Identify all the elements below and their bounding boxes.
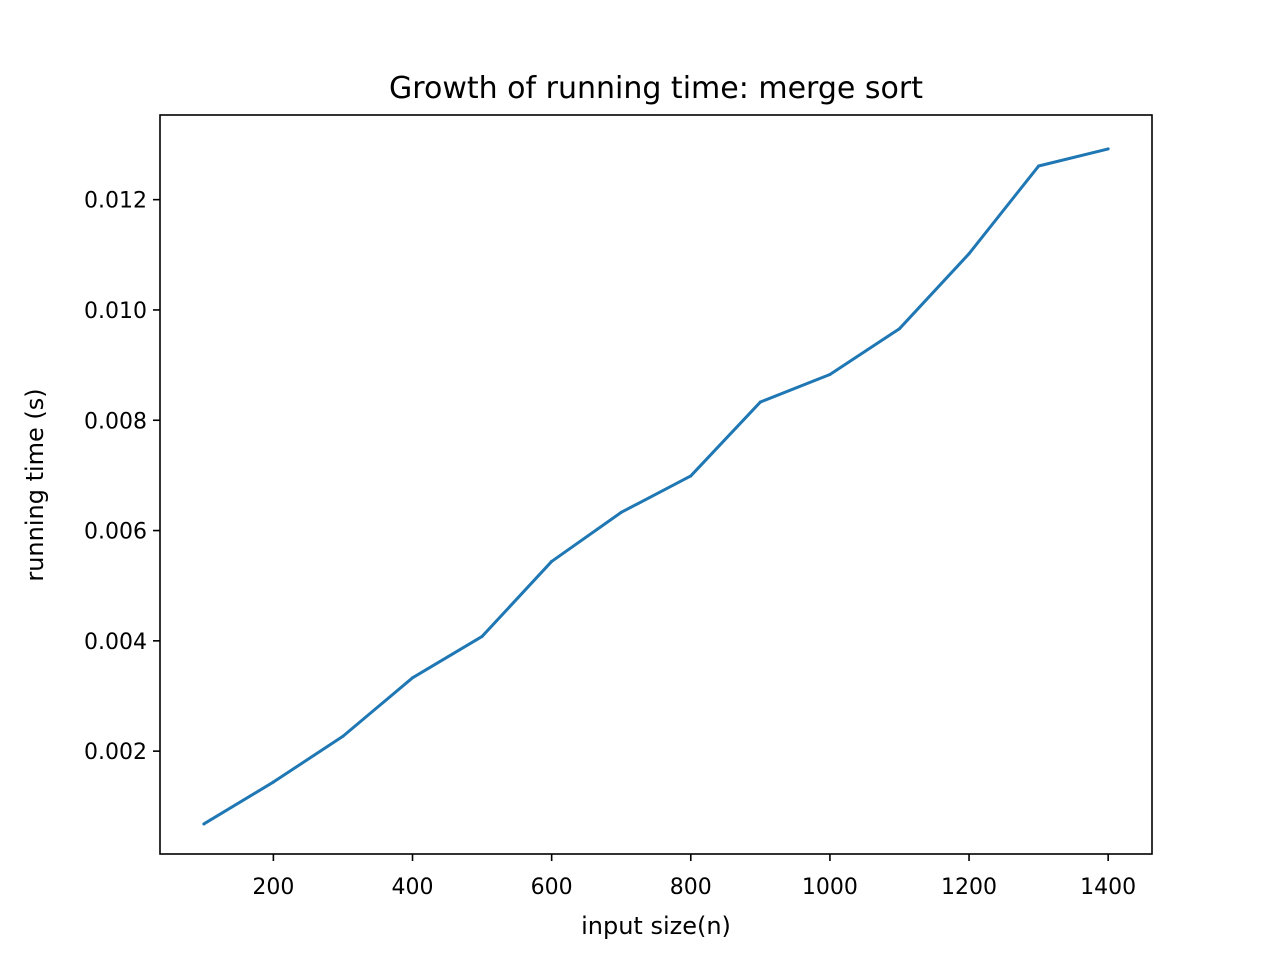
x-axis-ticks: 200 400 600 800 1000 1200 1400 xyxy=(252,854,1136,900)
x-tick-label: 200 xyxy=(252,875,294,900)
data-point xyxy=(828,372,832,376)
data-point xyxy=(411,676,415,680)
y-axis-label: running time (s) xyxy=(21,388,49,581)
data-point xyxy=(341,734,345,738)
data-point xyxy=(550,559,554,563)
y-tick-label: 0.006 xyxy=(84,520,147,545)
y-tick-label: 0.012 xyxy=(84,189,147,214)
x-tick-label: 1400 xyxy=(1080,875,1136,900)
data-point xyxy=(967,252,971,256)
data-point xyxy=(897,327,901,331)
data-point xyxy=(619,510,623,514)
y-axis-ticks: 0.002 0.004 0.006 0.008 0.010 0.012 xyxy=(84,189,160,765)
data-point xyxy=(480,634,484,638)
x-tick-label: 800 xyxy=(670,875,712,900)
x-tick-label: 400 xyxy=(392,875,434,900)
y-tick-label: 0.004 xyxy=(84,630,147,655)
data-point xyxy=(1106,147,1110,151)
data-point xyxy=(758,400,762,404)
series-line-0 xyxy=(203,147,1109,826)
y-tick-label: 0.008 xyxy=(84,409,147,434)
series-layer xyxy=(202,147,1110,826)
x-tick-label: 1200 xyxy=(941,875,997,900)
data-point xyxy=(1037,164,1041,168)
chart-title: Growth of running time: merge sort xyxy=(389,71,923,106)
data-point xyxy=(202,822,206,826)
data-point xyxy=(271,780,275,784)
y-tick-label: 0.002 xyxy=(84,740,147,765)
data-point xyxy=(689,474,693,478)
x-tick-label: 1000 xyxy=(802,875,858,900)
x-tick-label: 600 xyxy=(531,875,573,900)
x-axis-label: input size(n) xyxy=(581,912,731,940)
plot-frame xyxy=(159,114,1153,855)
y-tick-label: 0.010 xyxy=(84,299,147,324)
